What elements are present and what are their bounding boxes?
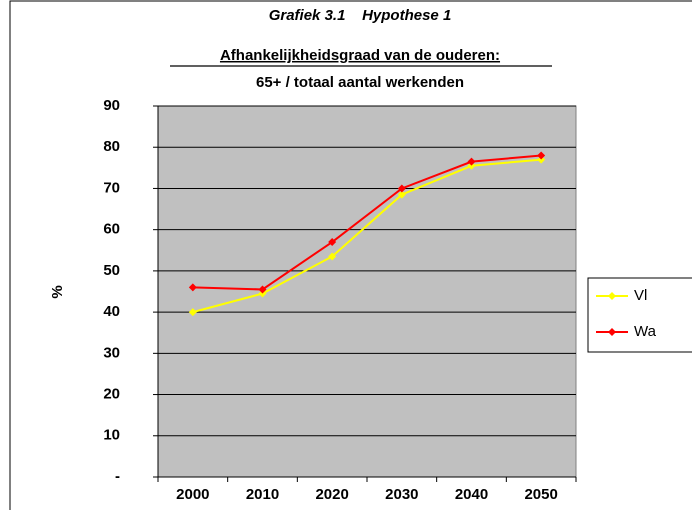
y-tick-label: 20	[103, 386, 120, 403]
data-point	[537, 155, 546, 164]
chart-subtitle-2: 65+ / totaal aantal werkenden	[256, 74, 464, 91]
x-tick-label: 2000	[176, 486, 209, 503]
data-point	[397, 184, 406, 193]
x-tick-label: 2040	[455, 486, 488, 503]
data-point	[188, 308, 197, 317]
legend-label: Wa	[634, 323, 657, 340]
x-tick-label: 2010	[246, 486, 279, 503]
y-tick-label: 70	[103, 179, 120, 196]
x-tick-label: 2020	[315, 486, 348, 503]
chart-subtitle: Afhankelijkheidsgraad van de ouderen:	[220, 47, 500, 64]
y-tick-label: -	[115, 468, 120, 485]
data-point	[467, 157, 476, 166]
series-line	[192, 158, 542, 314]
y-axis-label: %	[49, 285, 66, 298]
data-point	[258, 289, 267, 298]
chart-title: Grafiek 3.1 Hypothese 1	[269, 7, 452, 24]
y-tick-label: 10	[103, 427, 120, 444]
series-line	[192, 154, 542, 291]
legend-marker	[608, 328, 616, 336]
y-tick-label: 50	[103, 262, 120, 279]
x-tick-label: 2030	[385, 486, 418, 503]
y-tick-label: 30	[103, 344, 120, 361]
data-point	[188, 283, 197, 292]
legend-label: Vl	[634, 287, 647, 304]
legend-box	[587, 277, 692, 353]
data-point	[328, 252, 337, 261]
y-tick-label: 80	[103, 138, 120, 155]
plot-area	[157, 105, 577, 478]
legend-marker	[608, 292, 616, 300]
x-tick-label: 2050	[524, 486, 557, 503]
data-point	[467, 161, 476, 170]
data-point	[397, 190, 406, 199]
y-tick-label: 60	[103, 221, 120, 238]
data-point	[537, 151, 546, 160]
data-point	[328, 238, 337, 247]
y-tick-label: 40	[103, 303, 120, 320]
y-tick-label: 90	[103, 97, 120, 114]
data-point	[258, 285, 267, 294]
